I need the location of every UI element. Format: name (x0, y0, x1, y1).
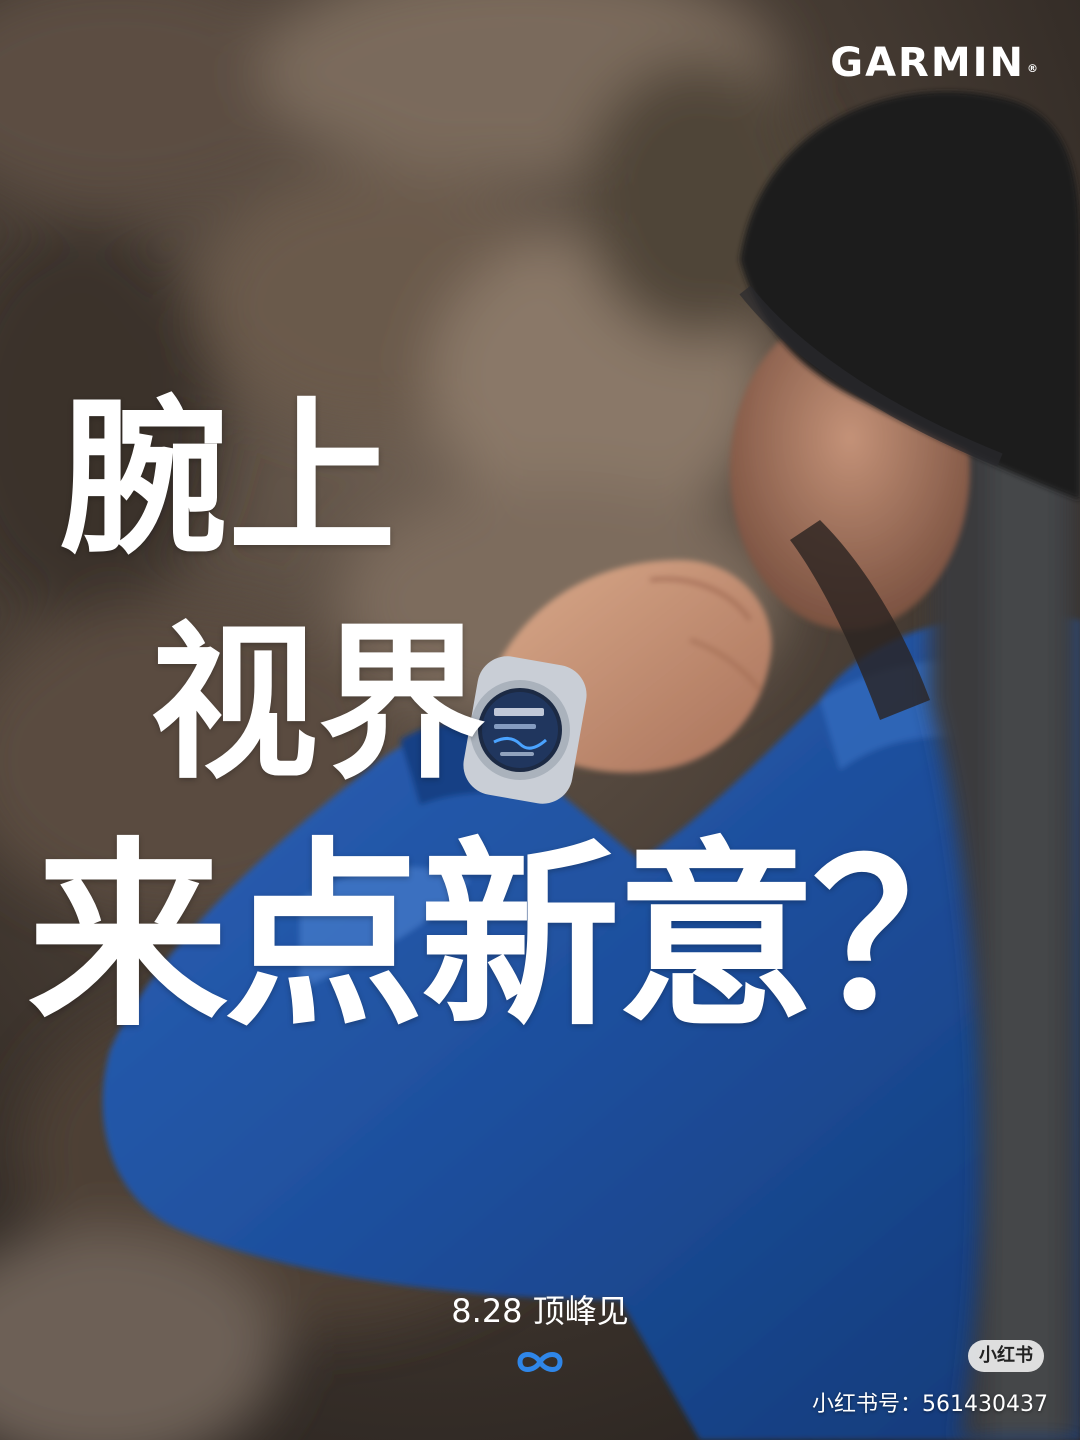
garmin-logo-text: GARMIN (830, 40, 1025, 86)
garmin-logo: GARMIN ® (830, 40, 1040, 86)
registered-mark: ® (1027, 62, 1040, 75)
xiaohongshu-badge: 小红书 (968, 1340, 1044, 1372)
headline-line-3: 来点新意？ (28, 821, 1012, 1054)
headline-line-1: 腕上 (60, 381, 396, 577)
event-date: 8.28 顶峰见 (451, 1292, 629, 1330)
headline-line-2: 视界 (150, 606, 486, 802)
infinity-icon (517, 1352, 563, 1372)
smartwatch (463, 656, 587, 804)
xiaohongshu-account-id: 小红书号：561430437 (812, 1392, 1048, 1417)
